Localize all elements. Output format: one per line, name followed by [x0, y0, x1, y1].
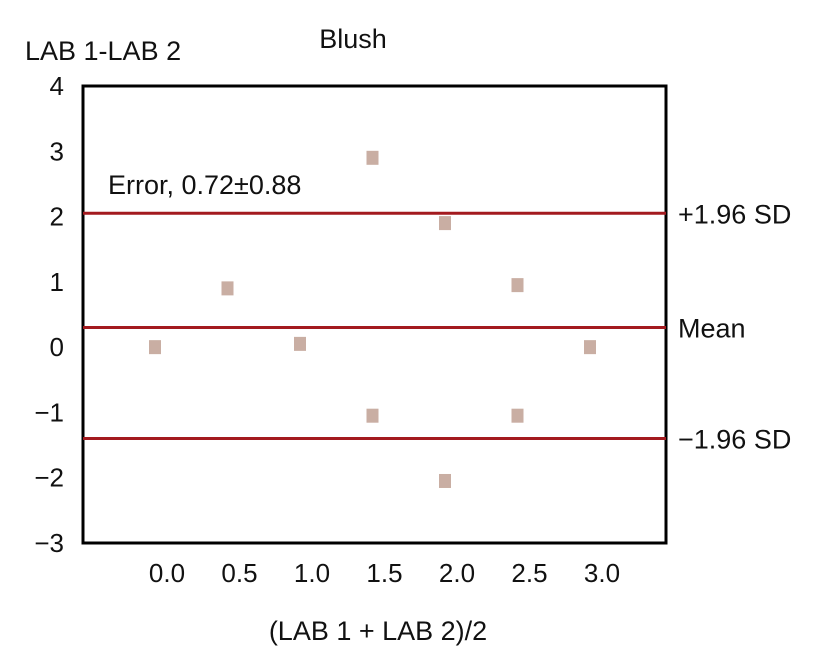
data-point	[511, 278, 524, 293]
x-tick-label: 0.5	[221, 558, 257, 588]
chart-title: Blush	[319, 24, 387, 54]
x-tick-labels: 0.0 0.5 1.0 1.5 2.0 2.5 3.0	[149, 558, 620, 588]
data-point	[584, 340, 596, 355]
reference-line-label: −1.96 SD	[678, 425, 791, 455]
data-point	[439, 473, 451, 488]
x-tick-label: 3.0	[584, 558, 620, 588]
data-point	[149, 340, 161, 355]
data-points	[149, 150, 596, 488]
y-tick-label: −1	[34, 397, 64, 427]
x-tick-label: 0.0	[149, 558, 185, 588]
data-point	[294, 336, 306, 351]
x-tick-label: 1.5	[366, 558, 402, 588]
reference-line-label: Mean	[678, 314, 746, 344]
reference-line-label: +1.96 SD	[678, 199, 791, 229]
x-tick-label: 1.0	[294, 558, 330, 588]
y-tick-label: 4	[50, 71, 64, 101]
plot-frame	[81, 84, 668, 545]
y-tick-label: 2	[50, 202, 64, 232]
y-tick-labels: 4 3 2 1 0 −1 −2 −3	[34, 71, 64, 558]
y-tick-label: 3	[50, 136, 64, 166]
x-tick-label: 2.5	[511, 558, 547, 588]
y-tick-label: 1	[50, 267, 64, 297]
y-tick-label: −2	[34, 463, 64, 493]
data-point	[221, 281, 234, 296]
data-point	[366, 150, 379, 165]
x-tick-label: 2.0	[439, 558, 475, 588]
reference-lines: +1.96 SD Mean −1.96 SD	[83, 199, 791, 455]
error-annotation: Error, 0.72±0.88	[108, 170, 301, 200]
data-point	[511, 408, 524, 423]
x-axis-label: (LAB 1 + LAB 2)/2	[269, 616, 487, 646]
y-axis-label: LAB 1-LAB 2	[25, 36, 181, 66]
y-tick-label: −3	[34, 528, 64, 558]
y-tick-label: 0	[50, 332, 64, 362]
data-point	[366, 408, 379, 423]
data-point	[439, 216, 451, 231]
